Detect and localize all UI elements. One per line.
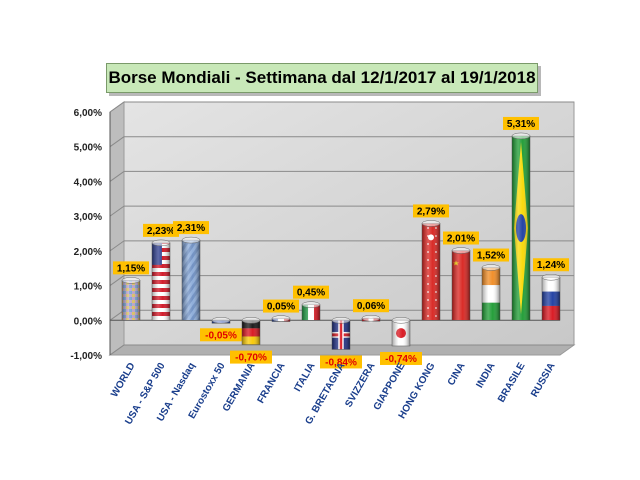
data-label: 2,31% bbox=[177, 223, 205, 234]
category-label: INDIA bbox=[474, 361, 497, 390]
data-label-bg bbox=[143, 223, 179, 237]
bar bbox=[451, 250, 471, 321]
data-label: 5,31% bbox=[507, 119, 535, 130]
data-label-bg bbox=[443, 231, 479, 245]
data-label-bg bbox=[230, 350, 272, 364]
gridline-side bbox=[109, 205, 125, 217]
bar bbox=[511, 135, 531, 321]
bar-top-cap bbox=[451, 247, 471, 254]
category-label: RUSSIA bbox=[529, 361, 557, 399]
bar-top-cap bbox=[331, 317, 351, 324]
data-label-bg bbox=[533, 258, 569, 272]
data-label: 0,05% bbox=[267, 302, 295, 313]
bar-top-cap bbox=[181, 236, 201, 244]
plot-area: -1,00% 0,00% 1,00% 2,00% 3,00% 4,00% 5,00% 6,00… bbox=[70, 101, 576, 427]
bar-top-cap bbox=[271, 315, 291, 322]
data-label: 2,01% bbox=[447, 234, 475, 245]
data-label: -0,05% bbox=[205, 330, 237, 341]
data-label: 0,45% bbox=[297, 288, 325, 299]
data-label: 2,23% bbox=[147, 226, 175, 237]
y-tick-label: 1,00% bbox=[74, 282, 102, 293]
bar bbox=[241, 320, 261, 345]
y-tick-label: 2,00% bbox=[74, 247, 102, 258]
data-label-bg bbox=[173, 221, 209, 235]
data-label: -0,84% bbox=[325, 357, 357, 368]
category-label: WORLD bbox=[109, 361, 137, 399]
data-label-bg bbox=[413, 204, 449, 218]
category-label: ITALIA bbox=[292, 361, 317, 394]
data-label-bg bbox=[293, 285, 329, 299]
category-label: CINA bbox=[446, 361, 468, 388]
data-label: 0,06% bbox=[357, 301, 385, 312]
bar-top-cap bbox=[481, 264, 501, 271]
bar-top-cap bbox=[361, 314, 381, 322]
bar bbox=[181, 239, 201, 321]
bar bbox=[481, 267, 501, 321]
data-label-bg bbox=[353, 299, 389, 313]
gridline-side bbox=[109, 136, 125, 148]
bar-top-cap bbox=[511, 132, 531, 140]
gridline-side bbox=[109, 171, 125, 182]
bar-top-cap bbox=[421, 220, 441, 227]
gridline-side bbox=[109, 344, 125, 356]
data-label-bg bbox=[263, 299, 299, 313]
bar bbox=[421, 223, 441, 321]
bar-top-cap bbox=[151, 239, 171, 247]
category-label: BRASILE bbox=[496, 361, 528, 405]
data-label: 1,15% bbox=[117, 263, 145, 274]
category-label: FRANCIA bbox=[256, 361, 288, 405]
chart-title: Borse Mondiali - Settimana dal 12/1/2017… bbox=[106, 63, 538, 93]
bar-top-cap bbox=[241, 317, 261, 324]
bar-top-cap bbox=[301, 301, 321, 308]
data-label-bg bbox=[320, 355, 362, 369]
y-tick-label: 6,00% bbox=[74, 108, 102, 119]
bar bbox=[331, 320, 351, 350]
data-label: -0,74% bbox=[385, 354, 417, 365]
y-tick-label: -1,00% bbox=[70, 351, 102, 362]
bar bbox=[391, 320, 411, 347]
gridline-side bbox=[109, 309, 125, 321]
bar bbox=[541, 276, 561, 321]
y-tick-label: 4,00% bbox=[74, 177, 102, 188]
bar-top-cap bbox=[211, 317, 231, 324]
data-label: 1,52% bbox=[477, 251, 505, 262]
y-tick-label: 0,00% bbox=[74, 316, 102, 327]
data-label-bg bbox=[503, 116, 539, 130]
gridline-side bbox=[109, 240, 125, 252]
data-label-bg bbox=[113, 261, 149, 275]
bar-top-cap bbox=[541, 273, 561, 281]
gridline-side bbox=[109, 101, 125, 113]
bar-top-cap bbox=[391, 317, 411, 324]
data-label-bg bbox=[473, 248, 509, 262]
data-label: 1,24% bbox=[537, 260, 565, 271]
data-label: -0,70% bbox=[235, 353, 267, 364]
data-label-bg bbox=[380, 351, 422, 365]
bar bbox=[121, 280, 141, 321]
data-label-bg bbox=[200, 328, 242, 342]
bar-top-cap bbox=[121, 277, 141, 284]
y-tick-label: 3,00% bbox=[74, 212, 102, 223]
y-tick-label: 5,00% bbox=[74, 143, 102, 154]
bar bbox=[151, 242, 171, 321]
gridline-side bbox=[109, 275, 125, 286]
category-label: GERMANIA bbox=[221, 361, 258, 414]
data-label: 2,79% bbox=[417, 206, 445, 217]
